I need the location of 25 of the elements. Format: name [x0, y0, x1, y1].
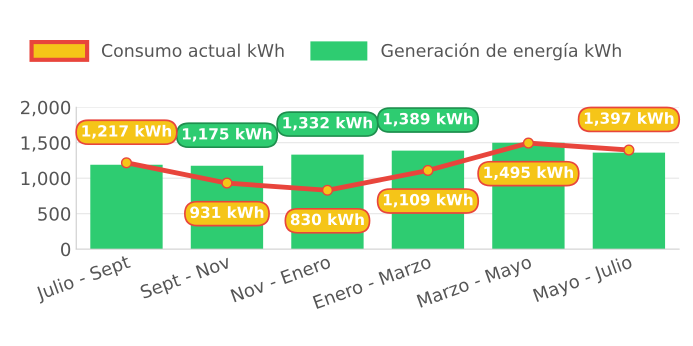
- data-label: 1,389 kWh: [384, 112, 472, 126]
- y-tick-label: 2,000: [21, 100, 70, 116]
- data-label: 931 kWh: [190, 206, 264, 218]
- legend-label: Generación de energía kWh: [382, 42, 621, 60]
- data-label: 1,175 kWh: [182, 128, 272, 142]
- x-tick-label: Mayo - Julio: [532, 254, 634, 306]
- y-tick-label: 0: [61, 242, 70, 256]
- point: [623, 144, 634, 156]
- y-tick-label: 500: [38, 207, 70, 221]
- point: [522, 138, 534, 149]
- bar: [90, 164, 163, 250]
- data-label: 1,109 kWh: [384, 194, 472, 208]
- data-label: 830 kWh: [290, 213, 364, 226]
- point: [221, 178, 233, 189]
- legend-label: Consumo actual kWh: [102, 44, 284, 58]
- data-label: 1,397 kWh: [584, 112, 674, 126]
- data-label: 1,332 kWh: [283, 116, 372, 130]
- point: [422, 164, 434, 176]
- y-tick-label: 1,500: [22, 136, 70, 152]
- point: [120, 157, 132, 168]
- data-label: 1,217 kWh: [82, 124, 172, 139]
- bar: [592, 152, 666, 250]
- point: [322, 184, 333, 196]
- data-label: 1,495 kWh: [484, 166, 573, 180]
- y-tick-label: 1,000: [22, 172, 70, 188]
